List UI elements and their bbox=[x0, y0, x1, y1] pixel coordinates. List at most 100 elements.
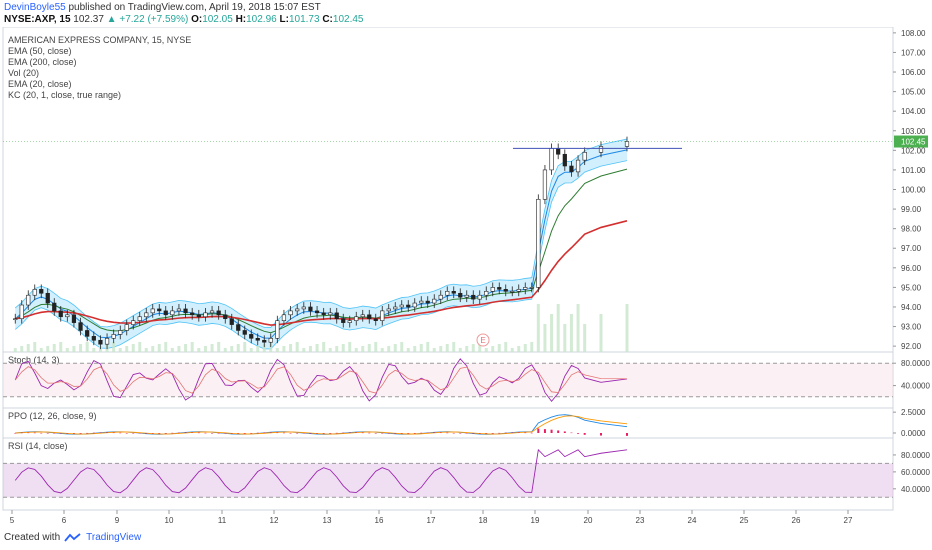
pane-title-ppo: PPO (12, 26, close, 9) bbox=[8, 411, 97, 421]
candle-body bbox=[295, 308, 300, 312]
x-tick-label: 18 bbox=[479, 516, 488, 525]
ppo-hist-bar bbox=[119, 432, 122, 434]
rsi-line bbox=[14, 448, 628, 494]
legend-kc[interactable]: KC (20, 1, close, true range) bbox=[8, 90, 122, 100]
candle-body bbox=[575, 159, 581, 173]
candle-body bbox=[13, 318, 18, 321]
ppo-hist-bar bbox=[282, 432, 285, 434]
candle-body bbox=[624, 141, 630, 147]
legend-ema20[interactable]: EMA (20, close) bbox=[8, 79, 72, 89]
ppo-hist-bar bbox=[132, 433, 135, 434]
volume-bar bbox=[491, 346, 495, 352]
candle-body bbox=[598, 146, 604, 153]
candle-body bbox=[26, 294, 31, 306]
pane-tick-label: 80.0000 bbox=[901, 451, 930, 460]
candle-body bbox=[144, 312, 149, 318]
price-tick-label: 97.00 bbox=[901, 244, 922, 253]
ppo-hist-bar bbox=[368, 432, 371, 434]
ppo-hist-bar bbox=[224, 433, 227, 434]
candle-body bbox=[65, 314, 70, 318]
x-tick-label: 11 bbox=[218, 516, 227, 525]
author-link[interactable]: DevinBoyle55 bbox=[4, 2, 66, 13]
ppo-hist-bar bbox=[465, 433, 468, 434]
volume-bar bbox=[112, 342, 116, 352]
ppo-hist-bar bbox=[472, 433, 475, 434]
candle-body bbox=[406, 304, 411, 308]
legend-ema200[interactable]: EMA (200, close) bbox=[8, 57, 77, 67]
earnings-marker-label: E bbox=[480, 336, 485, 345]
ppo-hist-bar bbox=[309, 433, 312, 434]
ppo-hist-bar bbox=[550, 429, 553, 433]
ppo-hist-bar bbox=[504, 432, 507, 434]
legend-ema50[interactable]: EMA (50, close) bbox=[8, 46, 72, 56]
ppo-hist-bar bbox=[33, 432, 36, 434]
volume-bar bbox=[517, 346, 521, 352]
candle-body bbox=[490, 287, 495, 292]
ppo-hist-bar bbox=[158, 433, 161, 434]
ppo-hist-bar bbox=[151, 433, 154, 434]
candle-body bbox=[503, 289, 508, 292]
x-tick-label: 6 bbox=[62, 516, 67, 525]
price-tick-label: 105.00 bbox=[901, 88, 926, 97]
candle-body bbox=[438, 294, 443, 300]
candle-body bbox=[104, 337, 110, 345]
footer: Created with TradingView bbox=[4, 532, 141, 543]
volume-bar bbox=[478, 342, 482, 352]
ppo-hist-bar bbox=[459, 433, 462, 434]
price-tick-label: 106.00 bbox=[901, 68, 926, 77]
volume-bar bbox=[138, 342, 142, 352]
volume-bar bbox=[406, 348, 410, 352]
volume-bar bbox=[289, 344, 293, 352]
ppo-hist-bar bbox=[563, 431, 566, 433]
ppo-hist-bar bbox=[204, 432, 207, 434]
pane-band-stoch bbox=[3, 363, 893, 397]
volume-bar bbox=[20, 346, 24, 352]
x-tick-label: 19 bbox=[531, 516, 540, 525]
ppo-hist-bar bbox=[53, 433, 56, 434]
legend-volume[interactable]: Vol (20) bbox=[8, 68, 40, 78]
candle-body bbox=[334, 312, 339, 320]
candle-body bbox=[471, 294, 476, 300]
volume-bar bbox=[282, 346, 286, 352]
chart-header: DevinBoyle55 published on TradingView.co… bbox=[4, 2, 904, 26]
candle-body bbox=[314, 310, 320, 314]
volume-bar bbox=[458, 348, 462, 352]
ppo-hist-bar bbox=[263, 432, 266, 434]
candle-body bbox=[137, 316, 142, 321]
ppo-hist-bar bbox=[184, 432, 187, 434]
candle-body bbox=[71, 314, 77, 323]
volume-bar bbox=[33, 342, 37, 352]
volume-bar bbox=[249, 348, 253, 352]
pane-tick-label: 40.0000 bbox=[901, 382, 930, 391]
chart-canvas[interactable]: 5 6 9 10 11 12 13 16 17 18 19 20 23 24 25 26 27 108.00 107… bbox=[0, 27, 932, 530]
price-change: +7.22 (+7.59%) bbox=[119, 14, 189, 25]
volume-bar bbox=[465, 346, 469, 352]
ppo-hist-bar bbox=[335, 432, 338, 434]
publish-info: published on TradingView.com, April 19, … bbox=[65, 2, 321, 13]
x-tick-label: 27 bbox=[844, 516, 853, 525]
volume-bar bbox=[380, 348, 384, 352]
candle-body bbox=[190, 312, 195, 316]
ppo-hist-bar bbox=[557, 430, 560, 433]
ppo-hist-bar bbox=[171, 432, 174, 434]
volume-bar bbox=[543, 324, 547, 352]
pane-tick-label: 2.5000 bbox=[901, 408, 926, 417]
ppo-hist-bar bbox=[112, 432, 115, 434]
ppo-hist-bar bbox=[530, 432, 533, 434]
volume-bar bbox=[599, 314, 603, 352]
ppo-hist-bar bbox=[348, 432, 351, 434]
volume-bar bbox=[302, 348, 306, 352]
volume-bar bbox=[361, 346, 365, 352]
ppo-hist-bar bbox=[407, 433, 410, 434]
volume-bar bbox=[322, 342, 326, 352]
volume-bar bbox=[79, 344, 83, 352]
ppo-hist-bar bbox=[256, 432, 259, 434]
ppo-hist-bar bbox=[517, 432, 520, 433]
volume-bar bbox=[504, 342, 508, 352]
candle-body bbox=[32, 289, 37, 296]
candle-body bbox=[399, 304, 404, 308]
volume-bar bbox=[452, 342, 456, 352]
tradingview-brand[interactable]: TradingView bbox=[86, 532, 142, 543]
candle-body bbox=[111, 334, 116, 339]
ppo-hist-bar bbox=[478, 433, 481, 434]
